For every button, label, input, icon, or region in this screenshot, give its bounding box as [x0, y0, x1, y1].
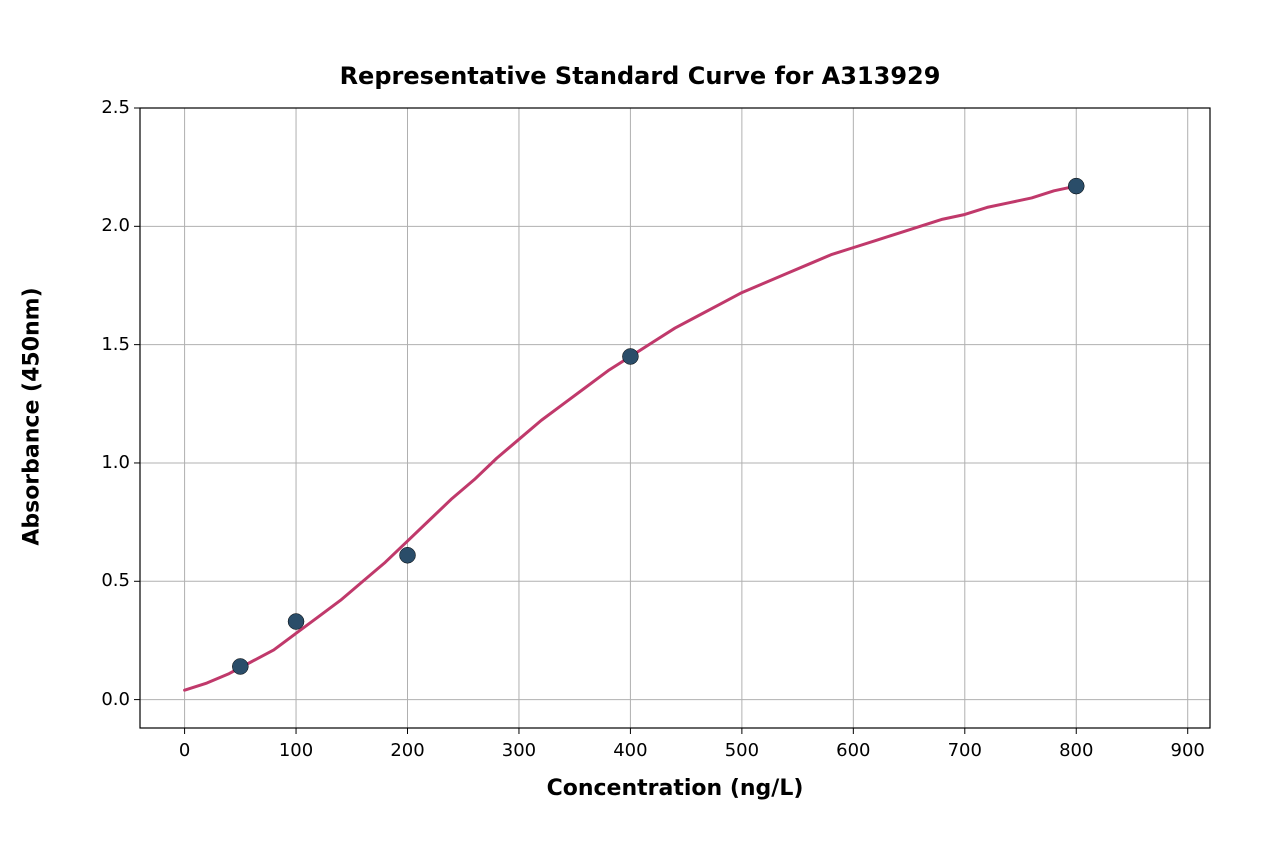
y-tick-label: 0.5 — [80, 570, 130, 591]
y-tick-label: 1.5 — [80, 334, 130, 355]
data-point — [1068, 178, 1084, 194]
data-point — [288, 614, 304, 630]
x-axis-label: Concentration (ng/L) — [535, 776, 815, 801]
y-tick-label: 2.0 — [80, 215, 130, 236]
x-tick-label: 100 — [266, 740, 326, 761]
chart-title: Representative Standard Curve for A31392… — [0, 62, 1280, 90]
x-tick-label: 800 — [1046, 740, 1106, 761]
x-tick-label: 200 — [378, 740, 438, 761]
data-point — [232, 658, 248, 674]
y-tick-label: 0.0 — [80, 689, 130, 710]
x-tick-label: 300 — [489, 740, 549, 761]
y-tick-label: 1.0 — [80, 452, 130, 473]
chart-container: Representative Standard Curve for A31392… — [0, 0, 1280, 845]
x-tick-label: 600 — [823, 740, 883, 761]
x-tick-label: 700 — [935, 740, 995, 761]
x-tick-label: 900 — [1158, 740, 1218, 761]
y-axis-label: Absorbance (450nm) — [20, 287, 45, 547]
x-tick-label: 400 — [600, 740, 660, 761]
x-tick-label: 500 — [712, 740, 772, 761]
x-tick-label: 0 — [155, 740, 215, 761]
data-point — [622, 348, 638, 364]
y-tick-label: 2.5 — [80, 97, 130, 118]
chart-svg — [0, 0, 1280, 845]
plot-border — [140, 108, 1210, 728]
data-point — [400, 547, 416, 563]
